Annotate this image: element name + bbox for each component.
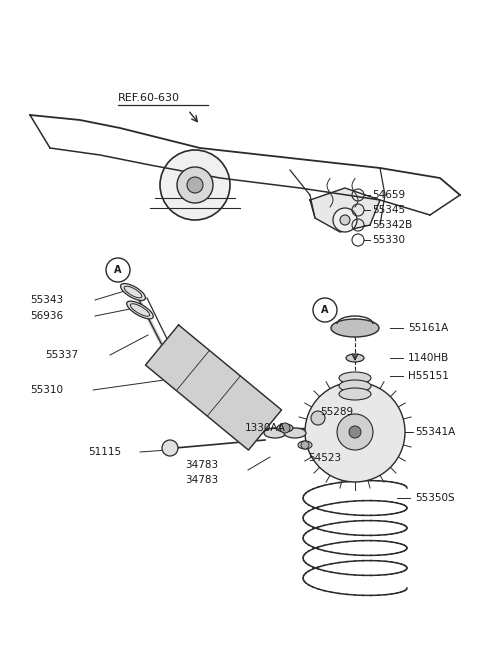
Circle shape	[280, 423, 290, 433]
Ellipse shape	[277, 424, 293, 432]
Circle shape	[311, 411, 325, 425]
Ellipse shape	[264, 428, 286, 438]
Text: 54659: 54659	[372, 190, 405, 200]
Text: 55342B: 55342B	[372, 220, 412, 230]
Ellipse shape	[298, 441, 312, 449]
Circle shape	[337, 414, 373, 450]
Text: 1330AA: 1330AA	[245, 423, 286, 433]
Circle shape	[340, 215, 350, 225]
Circle shape	[333, 208, 357, 232]
Circle shape	[305, 382, 405, 482]
Text: 56936: 56936	[30, 311, 63, 321]
Ellipse shape	[339, 388, 371, 400]
Ellipse shape	[346, 354, 364, 362]
Ellipse shape	[339, 380, 371, 392]
Text: A: A	[321, 305, 329, 315]
Circle shape	[162, 440, 178, 456]
Ellipse shape	[331, 319, 379, 337]
Text: 1140HB: 1140HB	[408, 353, 449, 363]
Polygon shape	[145, 325, 282, 450]
Text: 34783: 34783	[185, 475, 218, 485]
Text: 55337: 55337	[45, 350, 78, 360]
Circle shape	[177, 167, 213, 203]
Ellipse shape	[120, 283, 145, 300]
Ellipse shape	[339, 372, 371, 384]
Text: 34783: 34783	[185, 460, 218, 470]
Circle shape	[349, 426, 361, 438]
Polygon shape	[310, 188, 380, 232]
Text: 55330: 55330	[372, 235, 405, 245]
Text: REF.60-630: REF.60-630	[118, 93, 180, 103]
Text: 55341A: 55341A	[415, 427, 455, 437]
Ellipse shape	[127, 301, 153, 319]
Text: 51115: 51115	[88, 447, 121, 457]
Text: 55343: 55343	[30, 295, 63, 305]
Text: 55161A: 55161A	[408, 323, 448, 333]
Circle shape	[106, 258, 130, 282]
Circle shape	[160, 150, 230, 220]
Ellipse shape	[284, 428, 306, 438]
Text: H55151: H55151	[408, 371, 449, 381]
Circle shape	[187, 177, 203, 193]
Text: A: A	[114, 265, 122, 275]
Text: 55310: 55310	[30, 385, 63, 395]
Text: 55289: 55289	[320, 407, 353, 417]
Text: 55350S: 55350S	[415, 493, 455, 503]
Circle shape	[301, 441, 309, 449]
Text: 54523: 54523	[308, 453, 341, 463]
Circle shape	[313, 298, 337, 322]
Text: 55345: 55345	[372, 205, 405, 215]
